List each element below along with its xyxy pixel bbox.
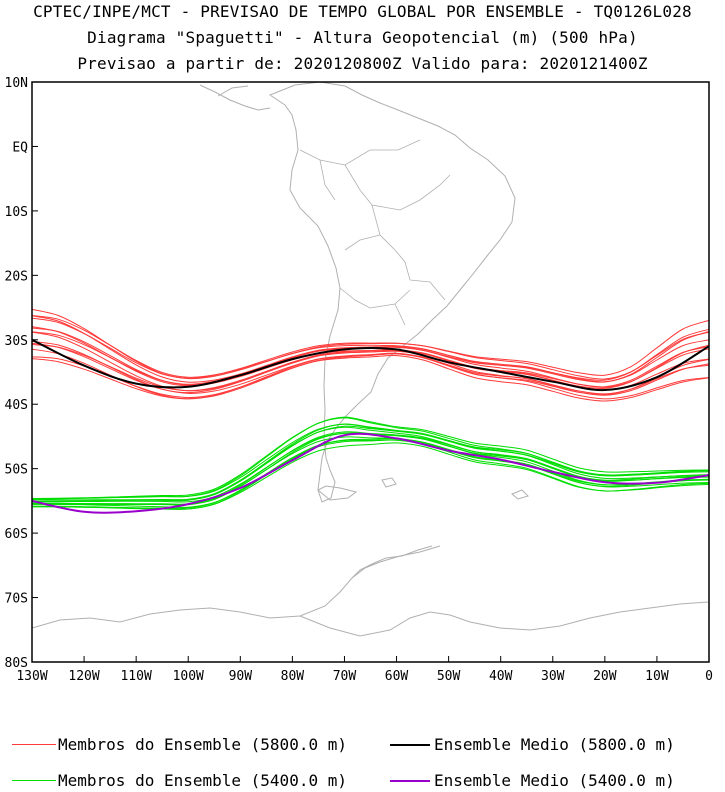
y-tick-label: 70S bbox=[5, 592, 28, 607]
y-tick-label: 10S bbox=[5, 205, 28, 220]
member-line-5400-13 bbox=[31, 439, 710, 509]
y-tick-label: 60S bbox=[5, 527, 28, 542]
member-line-5400-10 bbox=[31, 436, 710, 505]
antarctic-peninsula bbox=[351, 545, 433, 579]
x-tick-label: 50W bbox=[437, 669, 461, 684]
members-5800-group bbox=[31, 308, 710, 402]
south-america-coastline bbox=[268, 81, 516, 503]
x-tick-label: 100W bbox=[173, 669, 204, 684]
member-line-5800-10 bbox=[31, 344, 710, 396]
y-tick-label: EQ bbox=[12, 140, 28, 155]
tierra-del-fuego bbox=[317, 485, 358, 501]
axis-ticks-group: 130W 120W 110W 100W 90W 80W 70W 60W 50W 40W 30W 20W… bbox=[5, 76, 713, 684]
member-line-5800-13 bbox=[31, 352, 710, 400]
x-tick-label: 60W bbox=[385, 669, 409, 684]
member-line-5400-3 bbox=[31, 423, 710, 499]
mean-lines-group bbox=[31, 338, 710, 514]
x-tick-label: 130W bbox=[16, 669, 47, 684]
x-tick-label: 20W bbox=[593, 669, 617, 684]
x-tick-label: 10W bbox=[645, 669, 669, 684]
x-tick-label: 80W bbox=[281, 669, 305, 684]
title-line-3: Previsao a partir de: 2020120800Z Valido… bbox=[77, 54, 648, 73]
x-tick-label: 120W bbox=[68, 669, 99, 684]
member-line-5400-8 bbox=[31, 432, 710, 506]
x-tick-label: 110W bbox=[120, 669, 151, 684]
antarctica-coastline bbox=[31, 545, 709, 637]
member-line-5400-7 bbox=[32, 432, 710, 503]
member-line-5400-5 bbox=[32, 423, 710, 503]
member-line-5400-12 bbox=[31, 438, 710, 510]
map-background bbox=[31, 81, 709, 637]
member-line-5400-14 bbox=[31, 442, 710, 510]
legend-label-members-5800: Membros do Ensemble (5800.0 m) bbox=[58, 735, 347, 754]
legend-swatch-members-5400 bbox=[12, 780, 56, 781]
member-line-5400-1 bbox=[31, 416, 710, 500]
y-tick-label: 30S bbox=[5, 334, 28, 349]
members-5400-group bbox=[31, 416, 710, 510]
central-america-coastline bbox=[199, 84, 271, 111]
x-tick-label: 0 bbox=[705, 669, 713, 684]
south-georgia bbox=[511, 489, 529, 500]
y-tick-label: 20S bbox=[5, 269, 28, 284]
member-line-5800-14 bbox=[31, 354, 710, 402]
mean-line-5800 bbox=[31, 338, 710, 392]
legend-label-mean-5400: Ensemble Medio (5400.0 m) bbox=[434, 771, 675, 790]
x-tick-label: 40W bbox=[489, 669, 513, 684]
x-tick-label: 90W bbox=[229, 669, 253, 684]
member-line-5400-6 bbox=[31, 426, 710, 502]
falklands bbox=[381, 477, 397, 488]
member-line-5400-9 bbox=[31, 431, 710, 506]
x-tick-label: 70W bbox=[333, 669, 357, 684]
title-line-2: Diagrama "Spaguetti" - Altura Geopotenci… bbox=[87, 28, 638, 47]
title-line-1: CPTEC/INPE/MCT - PREVISAO DE TEMPO GLOBA… bbox=[33, 2, 692, 21]
legend-label-members-5400: Membros do Ensemble (5400.0 m) bbox=[58, 771, 347, 790]
plot-frame bbox=[31, 81, 710, 663]
legend-swatch-members-5800 bbox=[12, 744, 56, 745]
member-line-5800-2 bbox=[31, 317, 710, 380]
y-tick-label: 80S bbox=[5, 656, 28, 671]
y-tick-label: 50S bbox=[5, 463, 28, 478]
country-borders bbox=[299, 139, 451, 326]
y-tick-label: 40S bbox=[5, 398, 28, 413]
member-line-5800-1 bbox=[31, 308, 710, 380]
legend-label-mean-5800: Ensemble Medio (5800.0 m) bbox=[434, 735, 675, 754]
legend-swatch-mean-5400 bbox=[390, 780, 430, 782]
mean-line-5400 bbox=[31, 432, 710, 514]
x-tick-label: 30W bbox=[541, 669, 565, 684]
member-line-5400-4 bbox=[31, 425, 710, 501]
y-tick-label: 10N bbox=[5, 76, 28, 91]
legend-swatch-mean-5800 bbox=[390, 744, 430, 746]
